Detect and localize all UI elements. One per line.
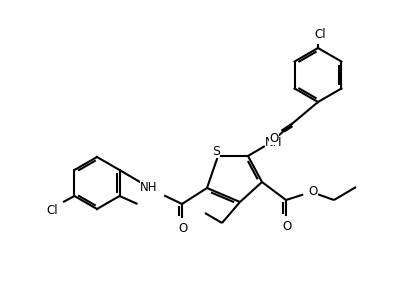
Text: Cl: Cl bbox=[313, 28, 325, 41]
Text: S: S bbox=[211, 145, 220, 158]
Text: NH: NH bbox=[264, 135, 282, 149]
Text: O: O bbox=[282, 220, 291, 233]
Text: NH: NH bbox=[140, 181, 158, 193]
Text: Cl: Cl bbox=[47, 204, 58, 216]
Text: O: O bbox=[269, 131, 278, 145]
Text: O: O bbox=[178, 222, 187, 235]
Text: O: O bbox=[308, 185, 317, 197]
